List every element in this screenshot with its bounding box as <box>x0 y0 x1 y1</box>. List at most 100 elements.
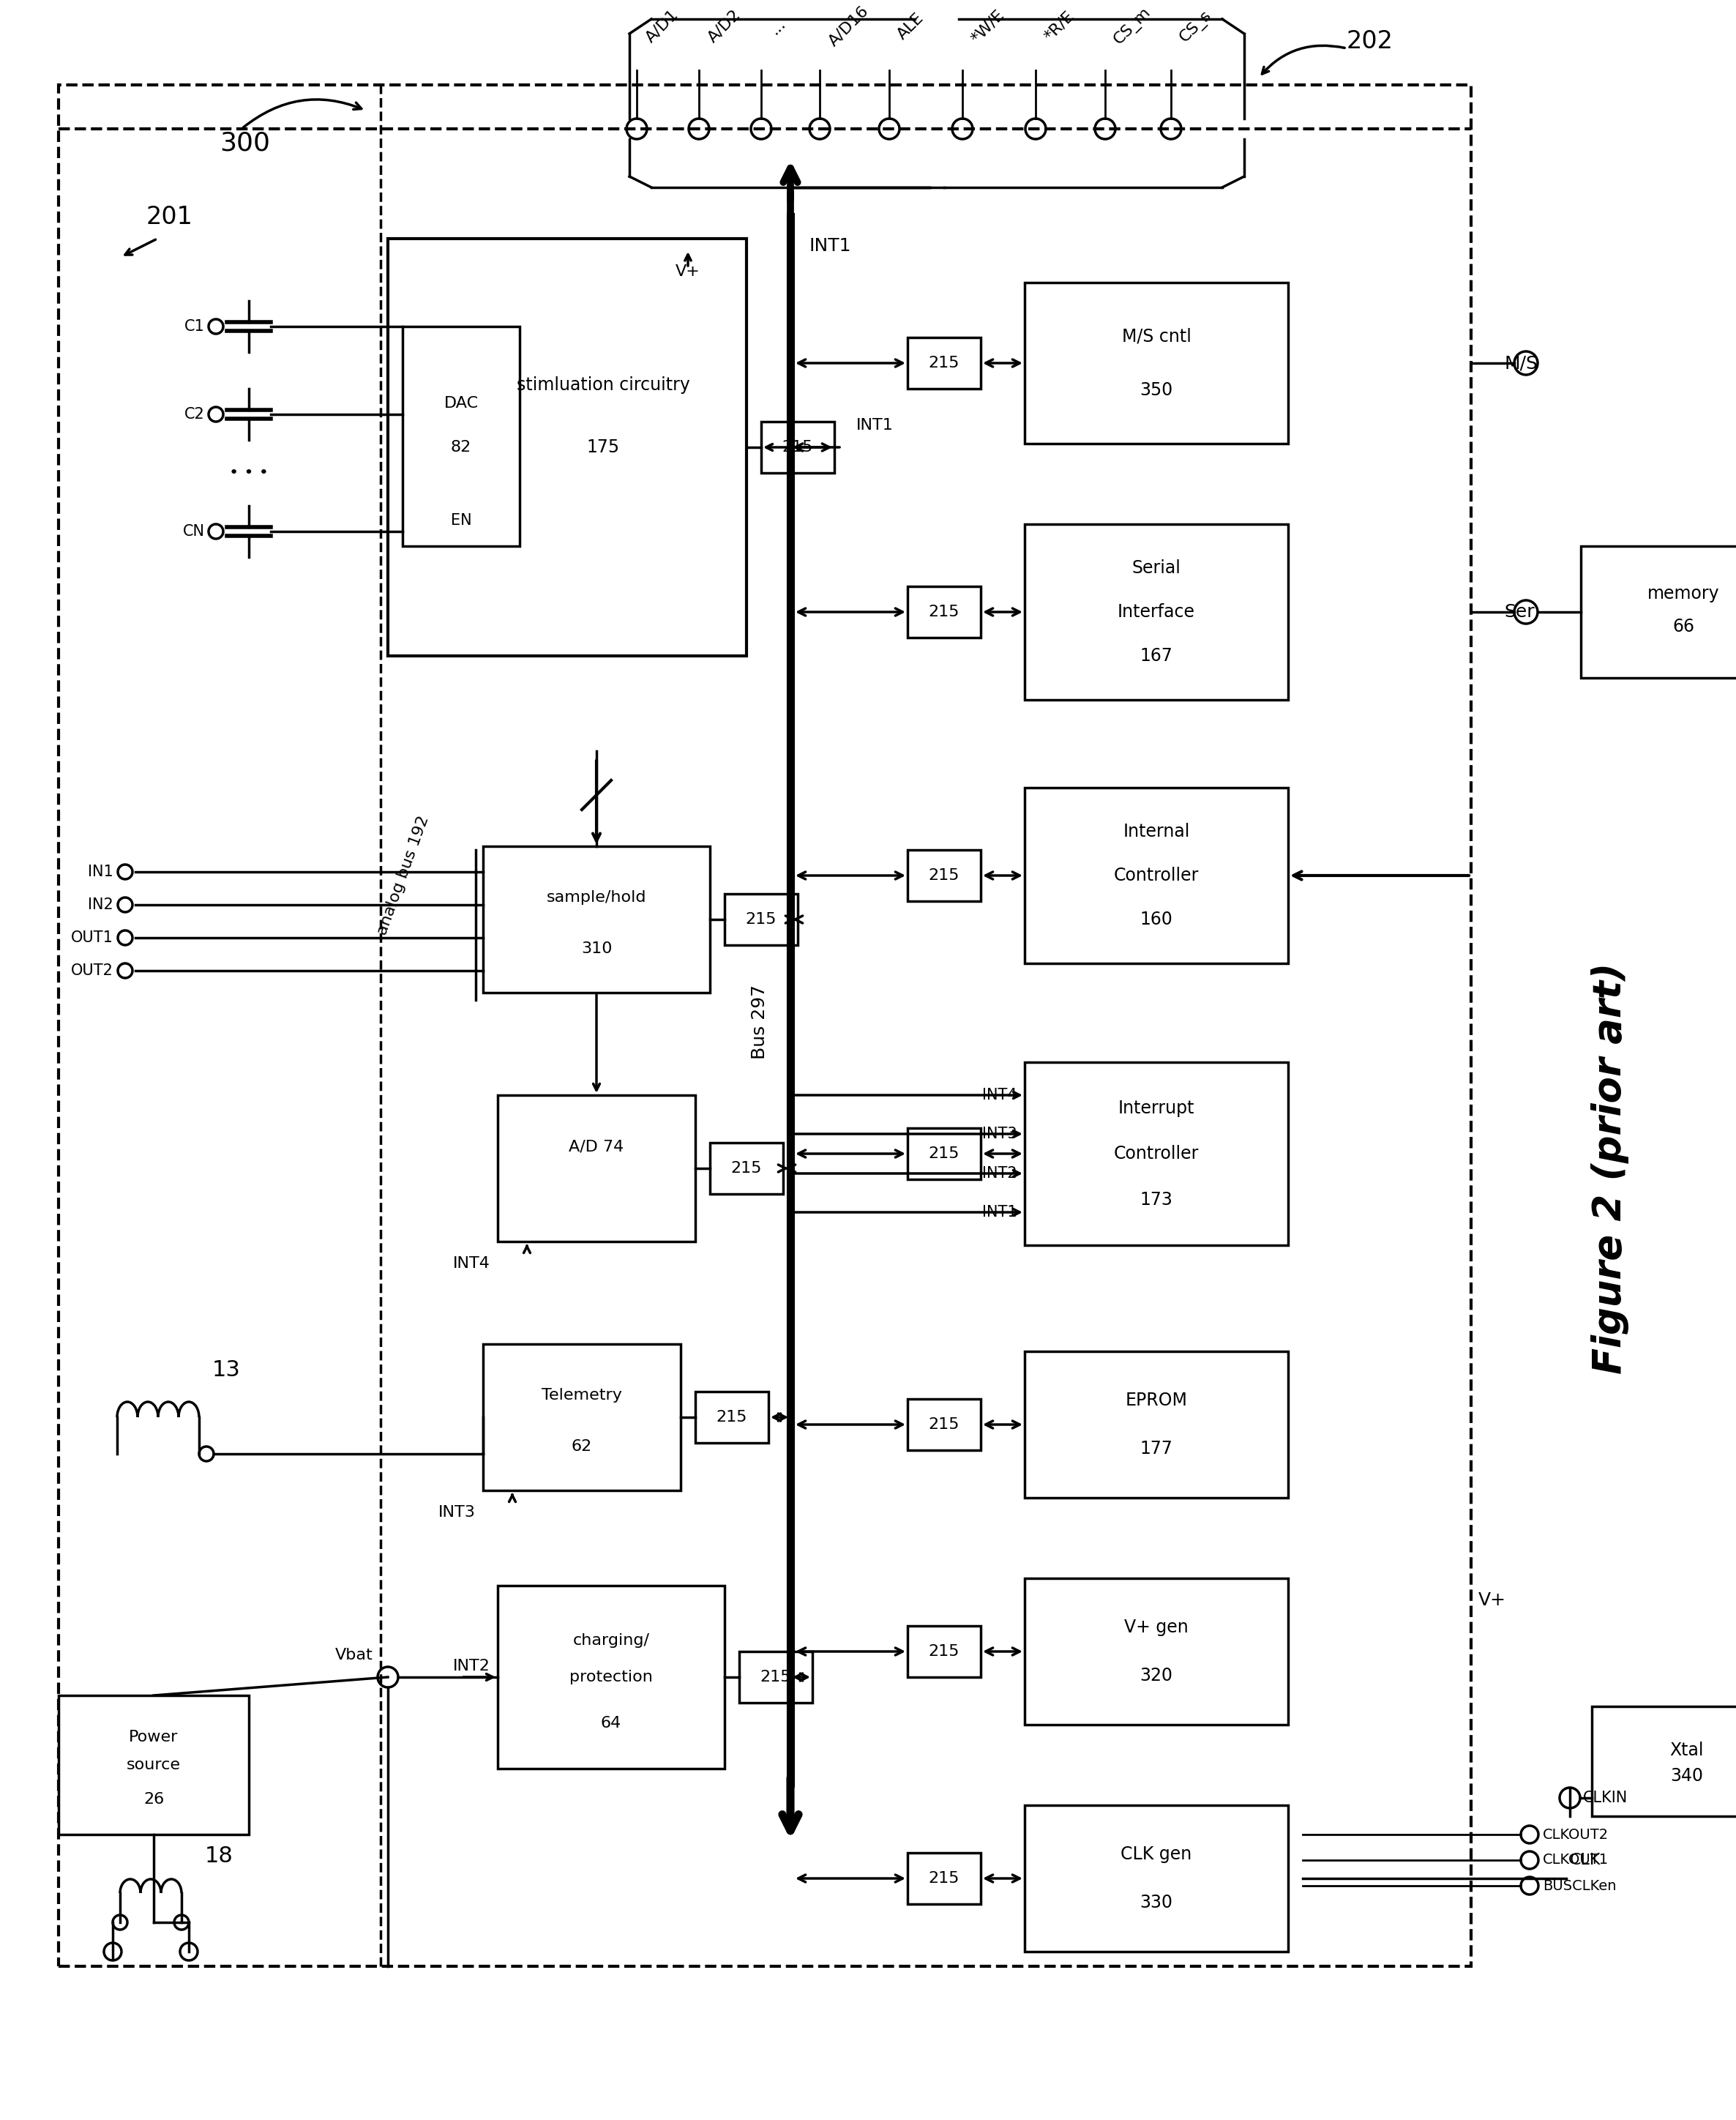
Text: 215: 215 <box>760 1671 792 1685</box>
Text: M/S: M/S <box>1503 354 1538 371</box>
Text: 340: 340 <box>1670 1768 1703 1785</box>
Bar <box>908 1399 981 1450</box>
Bar <box>59 1696 248 1834</box>
Text: CLKOUT1: CLKOUT1 <box>1543 1853 1609 1868</box>
Bar <box>908 587 981 638</box>
Text: Bus 297: Bus 297 <box>752 984 769 1060</box>
Text: CLK gen: CLK gen <box>1121 1844 1193 1863</box>
Text: DAC: DAC <box>444 396 479 411</box>
Text: Xtal: Xtal <box>1670 1741 1705 1760</box>
Text: Serial: Serial <box>1132 560 1180 577</box>
Text: C1: C1 <box>184 320 205 333</box>
Text: Telemetry: Telemetry <box>542 1389 621 1403</box>
Text: 167: 167 <box>1141 647 1174 666</box>
Text: CN: CN <box>182 524 205 538</box>
Text: 215: 215 <box>731 1162 762 1177</box>
Bar <box>483 1344 681 1490</box>
Text: 201: 201 <box>146 206 193 229</box>
Text: charging/: charging/ <box>573 1632 649 1647</box>
Text: 215: 215 <box>929 1147 960 1162</box>
Text: BUSCLKen: BUSCLKen <box>1543 1878 1616 1893</box>
Text: 215: 215 <box>929 604 960 619</box>
Text: A/D2: A/D2 <box>705 6 743 45</box>
Text: IN1: IN1 <box>89 865 113 880</box>
Text: analog bus 192: analog bus 192 <box>375 814 432 937</box>
Text: 215: 215 <box>929 1645 960 1658</box>
Text: A/D1: A/D1 <box>642 6 681 45</box>
Text: INT3: INT3 <box>439 1505 476 1520</box>
Text: Vbat: Vbat <box>335 1647 373 1662</box>
Text: 330: 330 <box>1141 1893 1174 1912</box>
Text: 18: 18 <box>205 1847 233 1868</box>
Bar <box>59 85 1470 1965</box>
Bar <box>740 1651 812 1702</box>
Text: 310: 310 <box>582 941 613 956</box>
Bar <box>908 337 981 388</box>
Bar <box>710 1143 783 1194</box>
Text: 215: 215 <box>929 356 960 371</box>
Text: • • •: • • • <box>229 466 269 481</box>
Text: INT1: INT1 <box>809 237 851 254</box>
Bar <box>908 850 981 901</box>
Text: 202: 202 <box>1347 30 1394 53</box>
Bar <box>483 846 710 992</box>
Bar <box>1024 524 1288 700</box>
Text: 13: 13 <box>212 1359 241 1380</box>
Bar <box>1024 1350 1288 1497</box>
Text: INT3: INT3 <box>983 1126 1017 1141</box>
Text: CS_m: CS_m <box>1111 4 1154 49</box>
Text: INT4: INT4 <box>983 1088 1017 1102</box>
Text: 320: 320 <box>1141 1666 1174 1685</box>
Bar <box>1024 1062 1288 1244</box>
Text: sample/hold: sample/hold <box>547 890 646 905</box>
Text: OUT1: OUT1 <box>71 931 113 946</box>
Text: Ser: Ser <box>1503 604 1535 621</box>
Text: IN2: IN2 <box>89 897 113 912</box>
Text: 66: 66 <box>1672 617 1694 636</box>
Bar <box>908 1128 981 1179</box>
Text: INT4: INT4 <box>453 1257 490 1270</box>
Text: 64: 64 <box>601 1715 621 1730</box>
Text: ALE: ALE <box>896 11 927 42</box>
Text: Power: Power <box>128 1730 179 1745</box>
Bar <box>1024 282 1288 443</box>
Bar <box>1024 1577 1288 1726</box>
Bar <box>1581 547 1736 678</box>
Text: 26: 26 <box>144 1791 163 1806</box>
Text: EN: EN <box>451 513 472 528</box>
Text: 300: 300 <box>219 131 271 157</box>
Bar <box>387 240 746 655</box>
Text: 215: 215 <box>929 1872 960 1887</box>
Text: *W/E: *W/E <box>969 6 1007 47</box>
Text: INT2: INT2 <box>983 1166 1017 1181</box>
Text: source: source <box>127 1757 181 1772</box>
Text: CS_s: CS_s <box>1177 6 1215 45</box>
Text: 82: 82 <box>451 441 472 454</box>
Text: A/D 74: A/D 74 <box>569 1138 623 1153</box>
Text: 215: 215 <box>929 1418 960 1431</box>
Text: C2: C2 <box>184 407 205 422</box>
Text: M/S cntl: M/S cntl <box>1121 326 1191 346</box>
Text: 215: 215 <box>745 912 776 926</box>
Text: Interface: Interface <box>1118 604 1194 621</box>
Text: INT2: INT2 <box>453 1658 490 1673</box>
Text: protection: protection <box>569 1671 653 1685</box>
Bar <box>1024 1806 1288 1953</box>
Text: ...: ... <box>767 15 788 36</box>
Text: CLKOUT2: CLKOUT2 <box>1543 1827 1609 1842</box>
Text: Controller: Controller <box>1115 867 1200 884</box>
Text: INT1: INT1 <box>983 1204 1017 1219</box>
Text: 160: 160 <box>1141 912 1174 929</box>
Text: Internal: Internal <box>1123 823 1189 840</box>
Bar <box>724 895 799 946</box>
Text: 350: 350 <box>1141 382 1174 399</box>
Bar <box>908 1626 981 1677</box>
Text: CLK: CLK <box>1569 1853 1601 1868</box>
Text: EPROM: EPROM <box>1125 1391 1187 1410</box>
Text: V+: V+ <box>1479 1592 1507 1609</box>
Bar <box>1024 789 1288 962</box>
Text: OUT2: OUT2 <box>71 962 113 977</box>
Text: 215: 215 <box>717 1410 748 1425</box>
Text: 62: 62 <box>571 1439 592 1454</box>
Bar <box>498 1096 696 1242</box>
